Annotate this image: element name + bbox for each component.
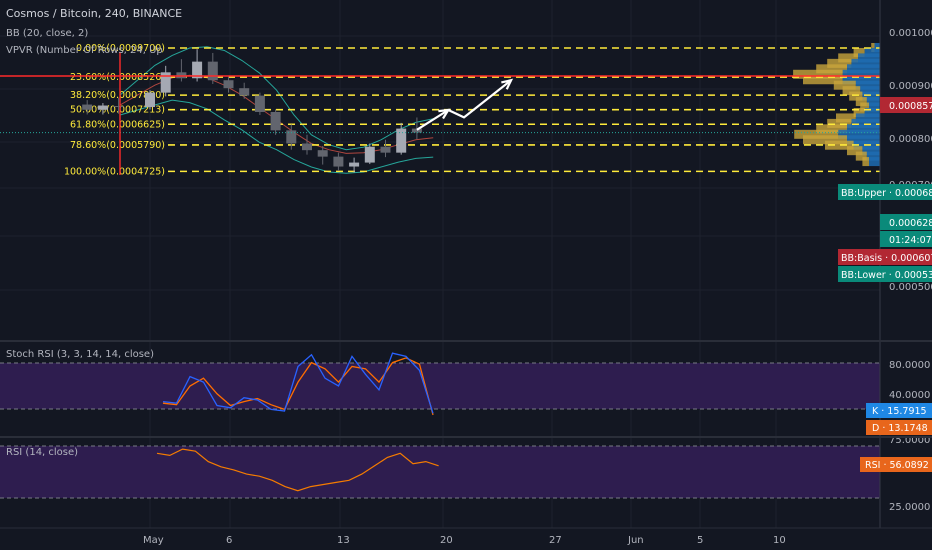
candle-body: [333, 157, 343, 167]
candle-body: [318, 150, 328, 156]
rsi-band-zone: [0, 446, 880, 498]
candle-body: [396, 129, 406, 153]
last-price-badge: 0.0008571: [880, 97, 932, 113]
svg-text:BB:Upper · 0.0006853: BB:Upper · 0.0006853: [841, 188, 932, 199]
volume-profile-bar: [869, 157, 880, 166]
time-label: 20: [440, 535, 453, 546]
rsi-tick: 25.0000: [889, 502, 930, 513]
rsi-indicator-label[interactable]: RSI (14, close): [6, 447, 78, 458]
candle-body: [145, 93, 155, 107]
fib-level-label: 100.00%(0.0004725): [64, 166, 165, 177]
bb-upper-badge: BB:Upper · 0.0006853: [838, 184, 932, 200]
svg-text:BB:Lower · 0.0005301: BB:Lower · 0.0005301: [841, 270, 932, 281]
candle-body: [349, 163, 359, 167]
candle-body: [98, 106, 108, 110]
time-label: 13: [337, 535, 350, 546]
candle-body: [114, 106, 124, 107]
svg-text:RSI · 56.0892: RSI · 56.0892: [865, 460, 929, 471]
candle-body: [239, 88, 249, 95]
candle-body: [302, 143, 312, 150]
svg-text:0.0008571: 0.0008571: [889, 101, 932, 112]
candle-body: [271, 112, 281, 130]
vpvr-indicator-label[interactable]: VPVR (Number Of Rows, 24, Up: [6, 45, 163, 56]
price-tick: 0.0005000: [889, 282, 932, 293]
stoch-k-badge: K · 15.7915: [866, 403, 932, 418]
time-label: 27: [549, 535, 562, 546]
time-label: 6: [226, 535, 232, 546]
bb-indicator-label[interactable]: BB (20, close, 2): [6, 28, 88, 39]
volume-profile-bar: [862, 157, 869, 166]
fib-level-label: 61.80%(0.0006625): [70, 119, 165, 130]
fib-level-label: 78.60%(0.0005790): [70, 140, 165, 151]
candle-body: [381, 147, 391, 153]
rsi-badge: RSI · 56.0892: [860, 457, 932, 472]
svg-text:01:24:07: 01:24:07: [889, 235, 932, 246]
stoch-indicator-label[interactable]: Stoch RSI (3, 3, 14, 14, close): [6, 349, 154, 360]
stoch-d-badge: D · 13.1748: [866, 420, 932, 435]
symbol-title[interactable]: Cosmos / Bitcoin, 240, BINANCE: [6, 7, 182, 20]
bb-basis-badge: BB:Basis · 0.0006077: [838, 249, 932, 265]
time-label: Jun: [627, 535, 644, 546]
price-tick: 0.0008000: [889, 134, 932, 145]
fib-level-label: 23.60%(0.0008526): [70, 72, 165, 83]
stoch-overbought-zone: [0, 363, 880, 409]
svg-text:D · 13.1748: D · 13.1748: [872, 423, 928, 434]
stoch-tick: 80.0000: [889, 360, 930, 371]
candle-body: [365, 147, 375, 163]
svg-text:BB:Basis · 0.0006077: BB:Basis · 0.0006077: [841, 253, 932, 264]
candle-body: [208, 62, 218, 81]
candle-body: [255, 96, 265, 112]
time-label: May: [143, 535, 164, 546]
candle-body: [224, 80, 234, 88]
stoch-tick: 40.0000: [889, 390, 930, 401]
price-tick: 0.0009000: [889, 81, 932, 92]
price-tick: 0.0010000: [889, 28, 932, 39]
time-label: 10: [773, 535, 786, 546]
countdown-badge: 01:24:07: [880, 231, 932, 247]
svg-text:0.0006289: 0.0006289: [889, 218, 932, 229]
bb-lower-badge: BB:Lower · 0.0005301: [838, 266, 932, 282]
time-label: 5: [697, 535, 703, 546]
svg-text:K · 15.7915: K · 15.7915: [872, 406, 927, 417]
candle-body: [82, 105, 92, 110]
current-price-badge: 0.0006289: [880, 214, 932, 230]
